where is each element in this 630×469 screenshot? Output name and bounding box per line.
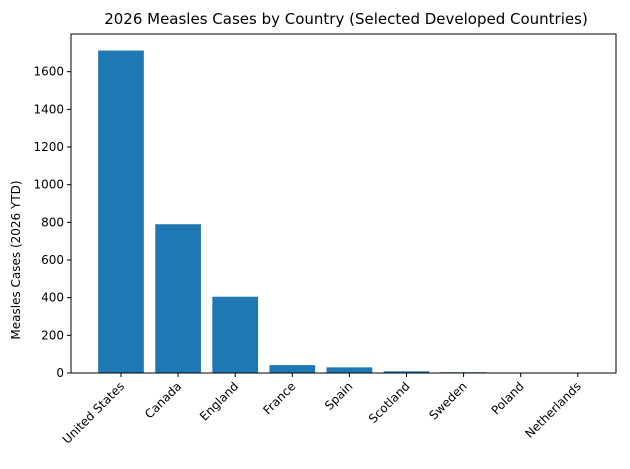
y-tick-label: 1600 — [33, 65, 64, 79]
bar-england — [212, 296, 259, 373]
y-tick-label: 200 — [41, 328, 64, 342]
x-tick-label: France — [260, 379, 298, 417]
x-tick-label: Netherlands — [522, 379, 584, 441]
y-tick-label: 0 — [56, 366, 64, 380]
bar-united-states — [98, 50, 144, 373]
x-tick-label: Scotland — [366, 379, 413, 426]
bar-canada — [155, 224, 201, 373]
x-tick-label: Spain — [322, 379, 356, 413]
y-axis-label: Measles Cases (2026 YTD) — [9, 180, 23, 339]
x-tick-label: Sweden — [426, 379, 469, 422]
x-tick-label: Poland — [489, 379, 527, 417]
y-tick-label: 1200 — [33, 140, 64, 154]
x-tick-label: Canada — [142, 379, 184, 421]
x-tick-label: England — [197, 379, 241, 423]
y-tick-label: 800 — [41, 215, 64, 229]
x-tick-label: United States — [60, 379, 127, 446]
bar-scotland — [383, 371, 430, 373]
chart-title: 2026 Measles Cases by Country (Selected … — [104, 10, 588, 28]
y-ticks-group: 0 200 400 600 800 1000 1200 1400 1600 — [33, 65, 71, 380]
y-tick-label: 1400 — [33, 102, 64, 116]
y-tick-label: 1000 — [33, 178, 64, 192]
x-ticks-group: United States Canada England France Spain Sco… — [60, 373, 584, 447]
bars-group — [98, 50, 601, 373]
bar-spain — [326, 367, 373, 373]
plot-frame — [70, 33, 617, 374]
y-tick-label: 600 — [41, 253, 64, 267]
y-tick-label: 400 — [41, 291, 64, 305]
bar-france — [269, 365, 316, 373]
